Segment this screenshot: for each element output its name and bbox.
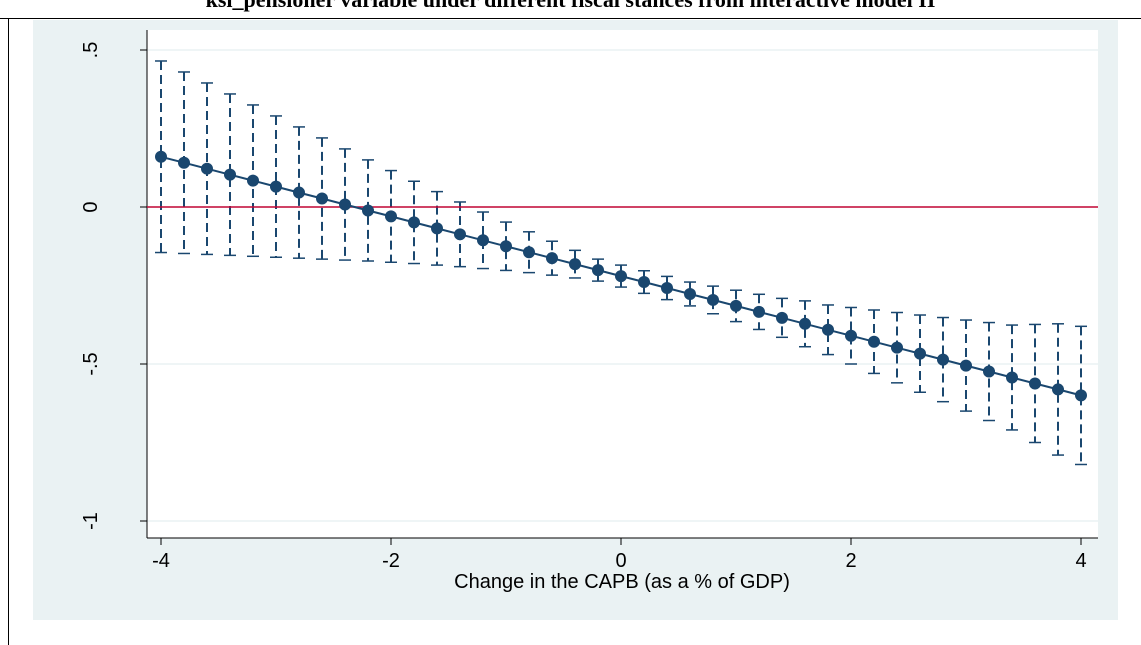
estimate-point [937, 353, 949, 366]
y-axis: -1 -.5 0 .5 [80, 30, 148, 538]
estimate-point [707, 293, 719, 306]
frame-top-border [0, 18, 1141, 19]
estimate-point [914, 347, 926, 360]
estimate-point [868, 335, 880, 348]
estimate-point [270, 180, 282, 193]
estimate-point [753, 305, 765, 318]
estimate-point [155, 150, 167, 163]
estimate-point [431, 222, 443, 235]
x-ticks: -4 -2 0 2 4 [152, 538, 1087, 572]
estimate-point [500, 240, 512, 253]
y-ticks: -1 -.5 0 .5 [80, 42, 147, 530]
estimate-point [293, 186, 305, 199]
estimate-point [247, 174, 259, 187]
y-tick-label: .5 [80, 42, 102, 59]
estimate-point [592, 264, 604, 277]
page-title: ksi_pensioner variable under different f… [0, 0, 1141, 13]
x-axis: -4 -2 0 2 4 [147, 537, 1098, 572]
x-tick-label: 2 [845, 550, 856, 572]
y-tick-label: -1 [80, 512, 102, 530]
estimate-point [891, 341, 903, 354]
x-tick-label: -2 [382, 550, 400, 572]
estimate-point [1029, 377, 1041, 390]
estimate-point [477, 234, 489, 247]
estimate-point [1052, 383, 1064, 396]
estimate-point [362, 204, 374, 217]
estimate-point [845, 329, 857, 342]
y-tick-label: 0 [80, 201, 102, 212]
estimate-point [385, 210, 397, 223]
estimate-point [546, 252, 558, 265]
estimate-point [224, 168, 236, 181]
estimate-point [822, 323, 834, 336]
estimate-point [638, 276, 650, 289]
estimate-point [983, 365, 995, 378]
y-tick-label: -.5 [80, 352, 102, 375]
estimate-point [408, 216, 420, 229]
estimate-point [1075, 389, 1087, 402]
estimate-point [201, 162, 213, 175]
estimate-point [799, 317, 811, 330]
estimate-point [569, 258, 581, 271]
estimate-point [730, 299, 742, 312]
estimate-point [661, 282, 673, 295]
estimate-point [454, 228, 466, 241]
estimate-point [523, 246, 535, 259]
x-tick-label: 0 [615, 550, 626, 572]
estimate-point [1006, 371, 1018, 384]
plot-area [147, 30, 1098, 538]
estimate-point [316, 192, 328, 205]
x-axis-title: Change in the CAPB (as a % of GDP) [454, 571, 790, 593]
estimate-point [339, 198, 351, 211]
estimate-point [615, 270, 627, 283]
estimate-series [155, 150, 1087, 402]
estimate-point [178, 156, 190, 169]
x-tick-label: 4 [1075, 550, 1086, 572]
estimate-point [684, 287, 696, 300]
x-tick-label: -4 [152, 550, 170, 572]
frame-left-border [8, 18, 9, 645]
estimate-point [776, 311, 788, 324]
estimate-point [960, 359, 972, 372]
